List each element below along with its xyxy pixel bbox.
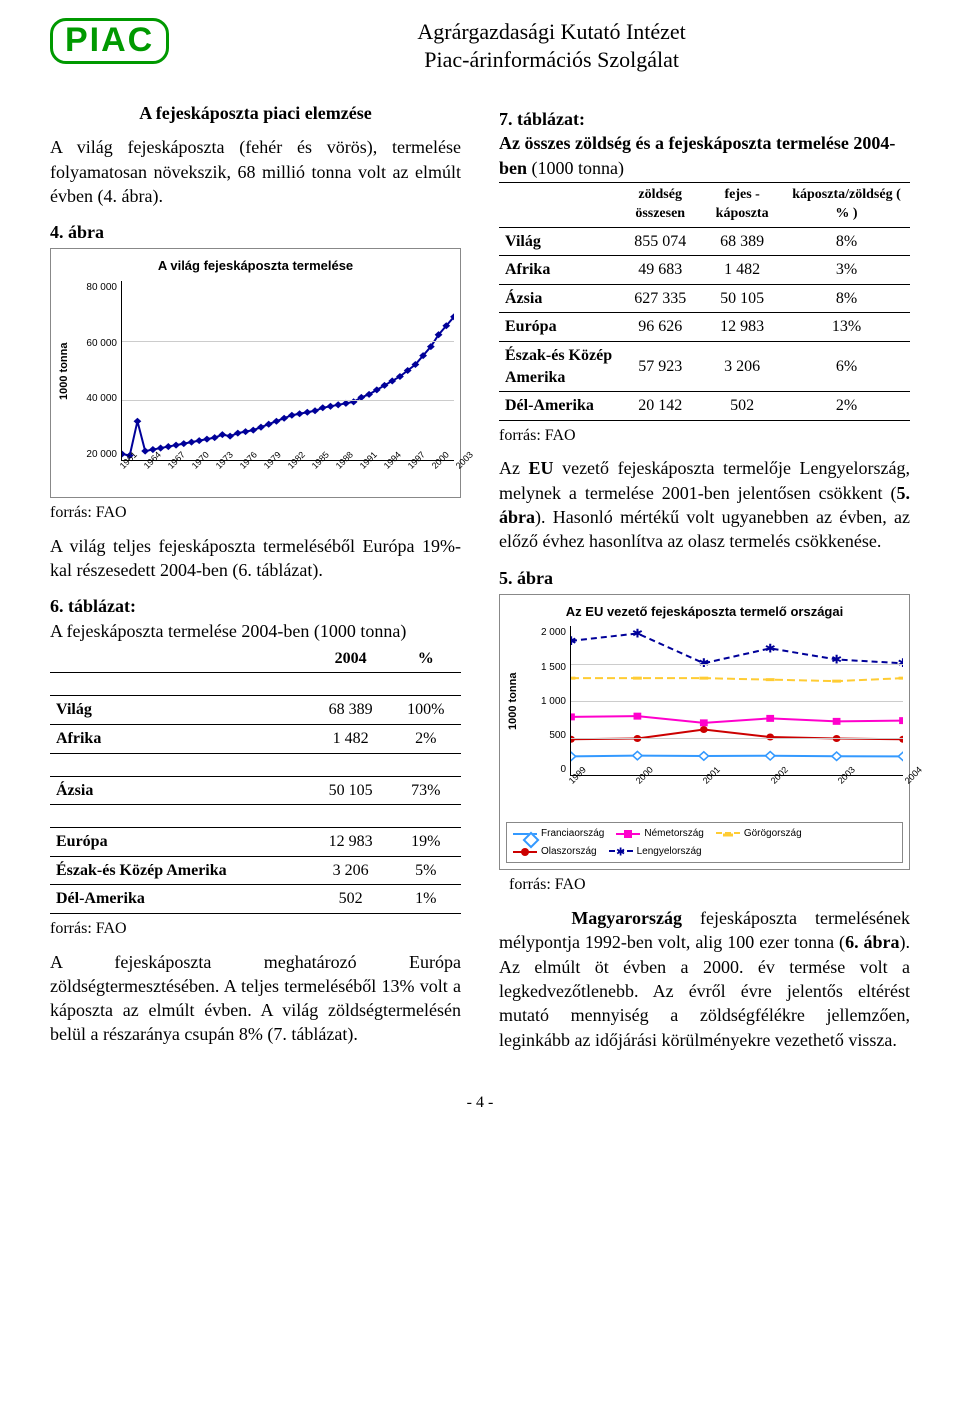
- fig4-plot: [121, 281, 454, 461]
- rp2c: 6. ábra: [845, 932, 899, 952]
- page-title: A fejeskáposzta piaci elemzése: [50, 101, 461, 125]
- t6-cap: 6. táblázat:: [50, 594, 461, 618]
- logo-text: PIAC: [65, 21, 154, 59]
- fig4-source: forrás: FAO: [50, 502, 461, 524]
- t7-source: forrás: FAO: [499, 425, 910, 447]
- fig5-source: forrás: FAO: [509, 874, 910, 896]
- fig4-yticks: 80 00060 00040 00020 000: [71, 281, 121, 461]
- logo-box: PIAC: [50, 18, 169, 64]
- svg-text:✱: ✱: [765, 642, 777, 655]
- header: PIAC Agrárgazdasági Kutató Intézet Piac-…: [50, 18, 910, 73]
- right-col: 7. táblázat: Az összes zöldség és a feje…: [499, 101, 910, 1064]
- fig4-title: A világ fejeskáposzta termelése: [57, 257, 454, 275]
- fig5-legend: FranciaországNémetországGörögországOlasz…: [506, 822, 903, 863]
- rp1b: EU: [529, 458, 554, 478]
- org-line-2: Piac-árinformációs Szolgálat: [193, 46, 910, 74]
- table-7: zöldség összesenfejes - káposztakáposzta…: [499, 182, 910, 421]
- rp2a: Magyarország: [571, 908, 682, 928]
- fig4-svg-markers: [122, 281, 454, 460]
- fig5-plot: ✱✱✱✱✱✱: [570, 626, 903, 776]
- intro-para: A világ fejeskáposzta (fehér és vörös), …: [50, 135, 461, 208]
- para-3: A fejeskáposzta meghatározó Európa zölds…: [50, 950, 461, 1047]
- fig4-label: 4. ábra: [50, 220, 461, 244]
- fig5-label: 5. ábra: [499, 566, 910, 590]
- t7-sub-norm: (1000 tonna): [532, 158, 624, 178]
- svg-text:✱: ✱: [831, 654, 843, 667]
- t7-sub: Az összes zöldség és a fejeskáposzta ter…: [499, 131, 910, 180]
- t6-sub: A fejeskáposzta termelése 2004-ben (1000…: [50, 619, 461, 643]
- rp1e: ). Hasonló mértékű volt ugyanebben az év…: [499, 507, 910, 551]
- svg-text:✱: ✱: [571, 635, 577, 648]
- t6-source: forrás: FAO: [50, 918, 461, 940]
- fig5-title: Az EU vezető fejeskáposzta termelő orszá…: [506, 603, 903, 621]
- right-para-2: Magyarország fejeskáposzta termelésének …: [499, 906, 910, 1052]
- fig5-chart: Az EU vezető fejeskáposzta termelő orszá…: [499, 594, 910, 871]
- svg-text:✱: ✱: [632, 627, 644, 640]
- org-line-1: Agrárgazdasági Kutató Intézet: [193, 18, 910, 46]
- rp1a: Az: [499, 458, 529, 478]
- para-2: A világ teljes fejeskáposzta termelésébő…: [50, 534, 461, 583]
- t7-cap: 7. táblázat:: [499, 107, 910, 131]
- fig4-chart: A világ fejeskáposzta termelése 1000 ton…: [50, 248, 461, 498]
- rp1c: vezető fejeskáposzta termelője Lengyelor…: [499, 458, 910, 502]
- fig4-ylabel: 1000 tonna: [57, 281, 71, 461]
- two-col: A fejeskáposzta piaci elemzése A világ f…: [50, 101, 910, 1064]
- fig4-xticks: 1961196419671970197319761979198219851988…: [117, 461, 454, 491]
- fig5-yticks: 2 0001 5001 0005000: [520, 626, 570, 776]
- page-number: - 4 -: [50, 1094, 910, 1112]
- fig5-xticks: 199920002001200220032004: [566, 776, 903, 804]
- left-col: A fejeskáposzta piaci elemzése A világ f…: [50, 101, 461, 1064]
- org-block: Agrárgazdasági Kutató Intézet Piac-árinf…: [193, 18, 910, 73]
- fig5-ylabel: 1000 tonna: [506, 626, 520, 776]
- right-para-1: Az EU vezető fejeskáposzta termelője Len…: [499, 456, 910, 553]
- table-6: 2004%Világ68 389100%Afrika1 4822%Ázsia50…: [50, 645, 461, 914]
- page: PIAC Agrárgazdasági Kutató Intézet Piac-…: [0, 0, 960, 1142]
